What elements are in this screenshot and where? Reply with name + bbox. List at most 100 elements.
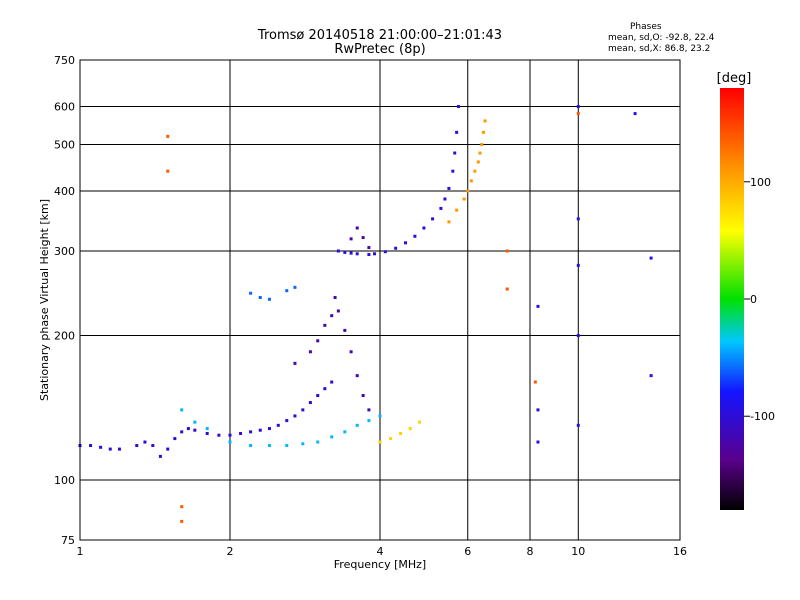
colorbar-tick-label: 100 bbox=[750, 176, 771, 189]
data-point bbox=[367, 408, 371, 412]
data-point bbox=[355, 423, 359, 427]
data-point bbox=[258, 296, 262, 300]
x-tick-label: 16 bbox=[673, 545, 687, 558]
data-point bbox=[462, 197, 466, 201]
data-point bbox=[451, 169, 455, 173]
data-point bbox=[455, 130, 459, 134]
data-point bbox=[249, 444, 253, 448]
data-point bbox=[205, 432, 209, 436]
data-point bbox=[285, 289, 289, 293]
data-point bbox=[99, 445, 103, 449]
data-point bbox=[193, 420, 197, 424]
data-point bbox=[349, 251, 353, 255]
data-point bbox=[367, 253, 371, 257]
data-point bbox=[267, 297, 271, 301]
data-point bbox=[217, 433, 221, 437]
data-point bbox=[143, 440, 147, 444]
data-point bbox=[117, 447, 121, 451]
x-tick-label: 6 bbox=[464, 545, 471, 558]
data-point bbox=[355, 226, 359, 230]
data-point bbox=[135, 444, 139, 448]
data-point bbox=[473, 169, 477, 173]
phase-x-stats: mean, sd,X: 86.8, 23.2 bbox=[608, 44, 711, 54]
x-tick-label: 2 bbox=[227, 545, 234, 558]
data-point bbox=[166, 447, 170, 451]
data-point bbox=[533, 380, 537, 384]
data-point bbox=[383, 250, 387, 254]
data-point bbox=[469, 179, 473, 183]
plot-frame bbox=[79, 59, 681, 541]
data-point bbox=[180, 408, 184, 412]
data-point bbox=[367, 419, 371, 423]
data-point bbox=[367, 246, 371, 250]
y-tick-label: 600 bbox=[54, 101, 75, 114]
data-point bbox=[228, 440, 232, 444]
data-point bbox=[323, 387, 327, 391]
data-point bbox=[205, 427, 209, 431]
data-point bbox=[378, 440, 382, 444]
y-tick-label: 75 bbox=[61, 534, 75, 547]
data-point bbox=[422, 226, 426, 230]
data-point bbox=[476, 160, 480, 164]
x-tick-label: 4 bbox=[377, 545, 384, 558]
y-tick-label: 750 bbox=[54, 54, 75, 67]
data-point bbox=[336, 249, 340, 253]
data-point bbox=[505, 249, 509, 253]
data-point bbox=[285, 444, 289, 448]
data-point bbox=[466, 189, 470, 193]
data-point bbox=[394, 246, 398, 250]
data-point bbox=[186, 427, 190, 431]
x-tick-label: 10 bbox=[571, 545, 585, 558]
data-point bbox=[267, 427, 271, 431]
data-point bbox=[455, 208, 459, 212]
y-tick-label: 400 bbox=[54, 185, 75, 198]
data-point bbox=[267, 444, 271, 448]
y-tick-label: 100 bbox=[54, 474, 75, 487]
data-point bbox=[343, 250, 347, 254]
data-point bbox=[316, 394, 320, 398]
data-point bbox=[355, 374, 359, 378]
data-point bbox=[576, 217, 580, 221]
data-point bbox=[403, 241, 407, 245]
data-point bbox=[536, 440, 540, 444]
data-point bbox=[336, 309, 340, 313]
data-point bbox=[389, 437, 393, 441]
data-point bbox=[431, 217, 435, 221]
data-point bbox=[413, 234, 417, 238]
data-point bbox=[349, 350, 353, 354]
data-point bbox=[576, 105, 580, 109]
data-point bbox=[89, 444, 93, 448]
data-point bbox=[301, 442, 305, 446]
data-point bbox=[293, 361, 297, 365]
data-point bbox=[249, 291, 253, 295]
data-point bbox=[301, 408, 305, 412]
data-point bbox=[483, 119, 487, 123]
colorbar bbox=[720, 88, 744, 510]
data-point bbox=[478, 151, 482, 155]
data-point bbox=[443, 197, 447, 201]
data-point bbox=[457, 105, 461, 109]
phase-heading: Phases bbox=[630, 22, 662, 32]
data-point bbox=[285, 419, 289, 423]
data-point bbox=[378, 414, 382, 418]
data-point bbox=[316, 339, 320, 343]
colorbar-tick-label: 0 bbox=[750, 293, 757, 306]
data-point bbox=[649, 374, 653, 378]
data-point bbox=[173, 437, 177, 441]
data-point bbox=[239, 432, 243, 436]
data-point bbox=[330, 435, 334, 439]
data-point bbox=[333, 296, 337, 300]
x-tick-label: 8 bbox=[527, 545, 534, 558]
data-point bbox=[576, 112, 580, 116]
data-point bbox=[536, 408, 540, 412]
data-point bbox=[480, 143, 484, 147]
data-point bbox=[447, 186, 451, 190]
data-point bbox=[361, 394, 365, 398]
y-axis-label: Stationary phase Virtual Height [km] bbox=[38, 199, 51, 401]
data-point bbox=[316, 440, 320, 444]
y-tick-label: 200 bbox=[54, 330, 75, 343]
data-point bbox=[373, 252, 377, 256]
data-point bbox=[293, 285, 297, 289]
data-point bbox=[343, 328, 347, 332]
